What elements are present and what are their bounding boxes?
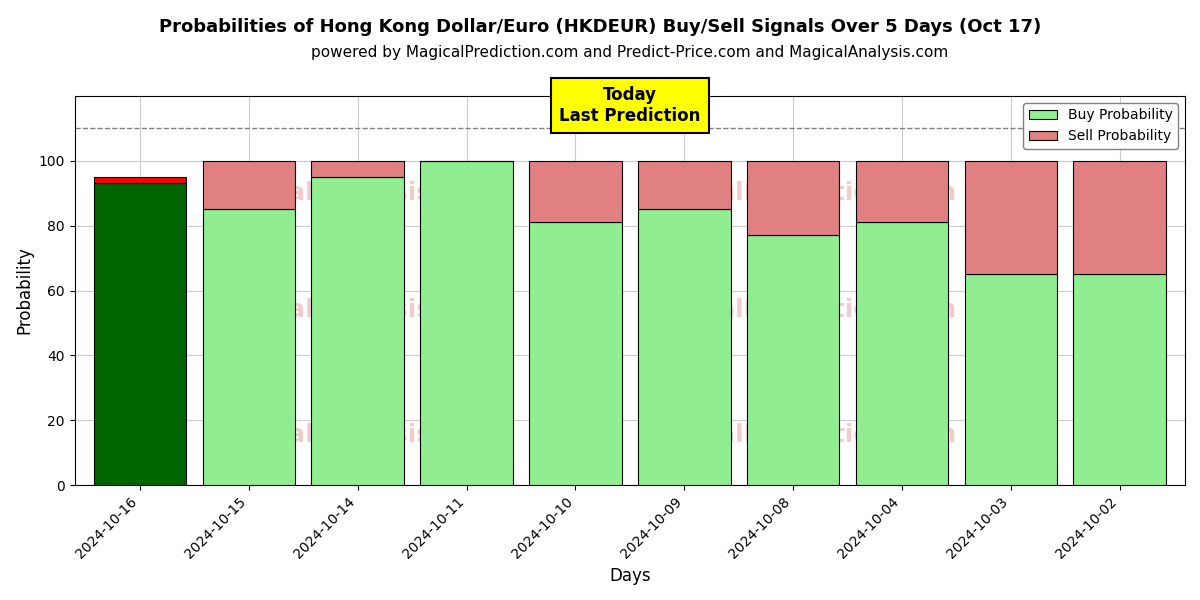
Text: MagicalPrediction.com: MagicalPrediction.com <box>636 422 958 446</box>
Bar <box>529 161 622 223</box>
Bar <box>1074 274 1166 485</box>
Bar <box>312 177 404 485</box>
Bar <box>856 161 948 223</box>
Text: MagicalPrediction.com: MagicalPrediction.com <box>636 298 958 322</box>
Text: Today
Last Prediction: Today Last Prediction <box>559 86 701 125</box>
X-axis label: Days: Days <box>610 567 650 585</box>
Bar <box>203 161 295 209</box>
Text: MagicalAnalysis.com: MagicalAnalysis.com <box>205 422 499 446</box>
Bar <box>965 274 1057 485</box>
Bar <box>638 209 731 485</box>
Bar <box>638 161 731 209</box>
Bar <box>965 161 1057 274</box>
Bar <box>746 161 839 235</box>
Y-axis label: Probability: Probability <box>16 247 34 334</box>
Bar <box>856 223 948 485</box>
Bar <box>312 161 404 177</box>
Legend: Buy Probability, Sell Probability: Buy Probability, Sell Probability <box>1024 103 1178 149</box>
Text: MagicalAnalysis.com: MagicalAnalysis.com <box>205 181 499 205</box>
Bar <box>420 161 512 485</box>
Bar <box>529 223 622 485</box>
Text: Probabilities of Hong Kong Dollar/Euro (HKDEUR) Buy/Sell Signals Over 5 Days (Oc: Probabilities of Hong Kong Dollar/Euro (… <box>158 18 1042 36</box>
Title: powered by MagicalPrediction.com and Predict-Price.com and MagicalAnalysis.com: powered by MagicalPrediction.com and Pre… <box>311 45 948 60</box>
Bar <box>94 177 186 184</box>
Bar <box>94 184 186 485</box>
Bar <box>746 235 839 485</box>
Bar <box>1074 161 1166 274</box>
Text: MagicalPrediction.com: MagicalPrediction.com <box>636 181 958 205</box>
Text: MagicalAnalysis.com: MagicalAnalysis.com <box>205 298 499 322</box>
Bar <box>203 209 295 485</box>
